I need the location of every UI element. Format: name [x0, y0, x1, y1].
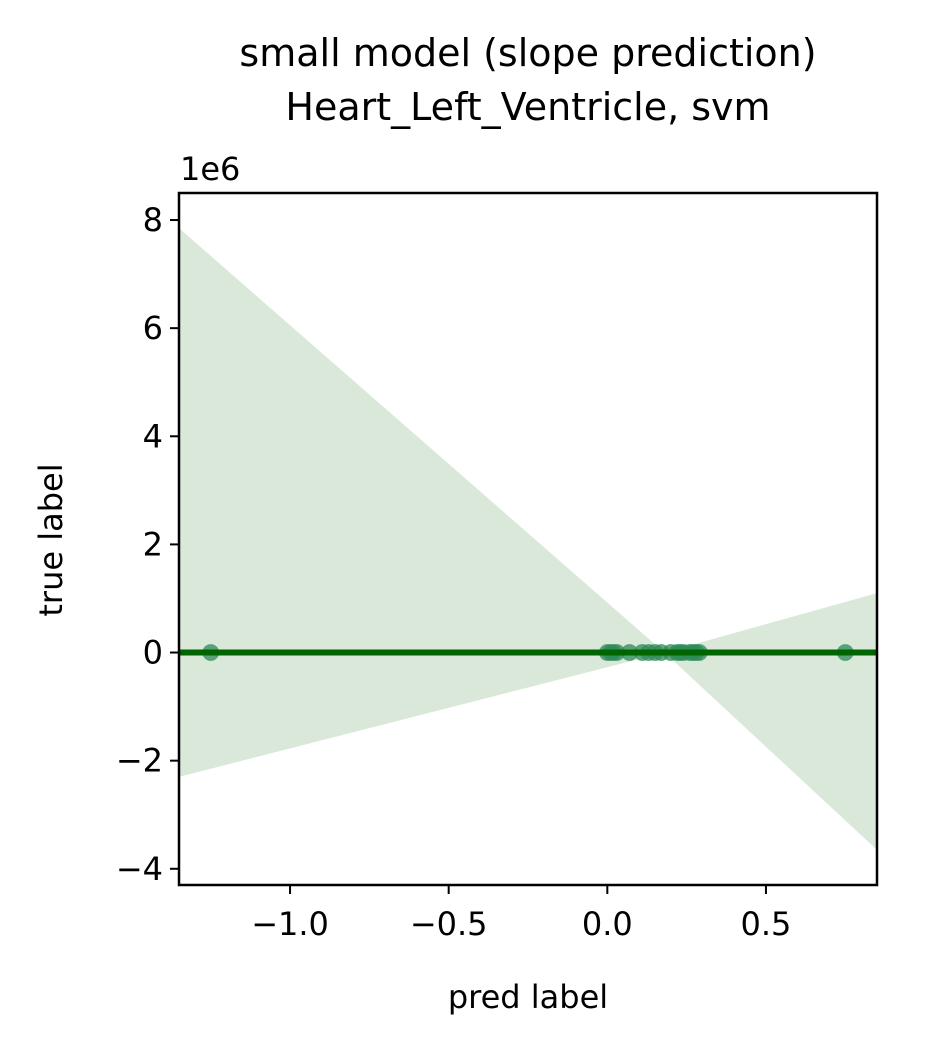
- plot-area: [179, 228, 877, 850]
- y-axis-label: true label: [32, 463, 70, 616]
- y-tick-label: 8: [143, 201, 163, 239]
- y-axis: −4 −2 0 2 4 6 8: [116, 201, 179, 888]
- y-tick-label: 6: [143, 309, 163, 347]
- y-tick-label: −4: [116, 850, 163, 888]
- x-tick-label: −0.5: [410, 905, 488, 943]
- x-axis: −1.0 −0.5 0.0 0.5: [251, 885, 791, 943]
- x-tick-label: −1.0: [251, 905, 329, 943]
- y-tick-label: −2: [116, 742, 163, 780]
- y-offset-label: 1e6: [180, 150, 240, 188]
- chart-title: small model (slope prediction) Heart_Lef…: [239, 31, 816, 129]
- y-tick-label: 2: [143, 525, 163, 563]
- y-tick-label: 4: [143, 417, 163, 455]
- confidence-band: [179, 228, 877, 850]
- x-axis-label: pred label: [448, 978, 608, 1016]
- plot-frame: [177, 191, 879, 887]
- y-tick-label: 0: [143, 634, 163, 672]
- x-tick-label: 0.5: [741, 905, 792, 943]
- x-tick-label: 0.0: [582, 905, 633, 943]
- chart-title-line-2: Heart_Left_Ventricle, svm: [285, 85, 770, 129]
- chart-title-line-1: small model (slope prediction): [239, 31, 816, 75]
